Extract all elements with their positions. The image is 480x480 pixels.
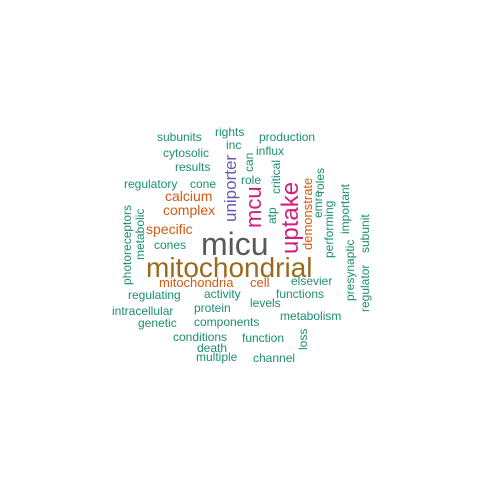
word-calcium: calcium [165,188,213,204]
word-cytosolic: cytosolic [163,146,210,160]
word-intracellular: intracellular [112,304,174,318]
word-subunits: subunits [157,130,202,144]
word-rights: rights [215,125,245,139]
word-complex: complex [163,202,216,218]
word-production: production [259,130,316,144]
word-loss: loss [296,328,310,350]
word-inc: inc [226,138,242,152]
word-cones: cones [154,238,187,252]
word-important: important [338,183,352,234]
word-components: components [194,315,260,329]
word-cell: cell [250,275,270,290]
word-activity: activity [204,287,241,301]
word-cone: cone [190,177,217,191]
word-micu: micu [201,226,269,262]
word-regulator: regulator [358,264,372,312]
word-elsevier: elsevier [291,274,333,288]
word-specific: specific [146,221,193,237]
word-presynaptic: presynaptic [343,239,357,301]
word-atp: atp [265,207,279,224]
word-genetic: genetic [138,316,177,330]
word-function: function [242,331,285,345]
word-critical: critical [269,159,283,194]
word-photoreceptors: photoreceptors [120,204,134,285]
word-influx: influx [256,144,285,158]
word-conditions: conditions [173,330,228,344]
word-mcu: mcu [241,186,266,228]
word-regulatory: regulatory [124,177,178,191]
word-performing: performing [322,200,336,258]
word-functions: functions [276,287,325,301]
word-levels: levels [250,296,281,310]
word-mitochondrial: mitochondrial [146,252,313,283]
word-regulating: regulating [128,288,181,302]
word-metabolism: metabolism [280,309,342,323]
word-multiple: multiple [196,350,238,364]
word-can: can [242,152,256,172]
word-channel: channel [253,351,296,365]
word-uniporter: uniporter [221,154,240,222]
word-protein: protein [194,301,231,315]
word-mitochondria: mitochondria [159,275,234,290]
word-metabolic: metabolic [133,208,147,260]
word-results: results [175,160,211,174]
word-role: role [241,173,262,187]
word-subunit: subunit [358,214,372,253]
word-death: death [197,341,228,355]
